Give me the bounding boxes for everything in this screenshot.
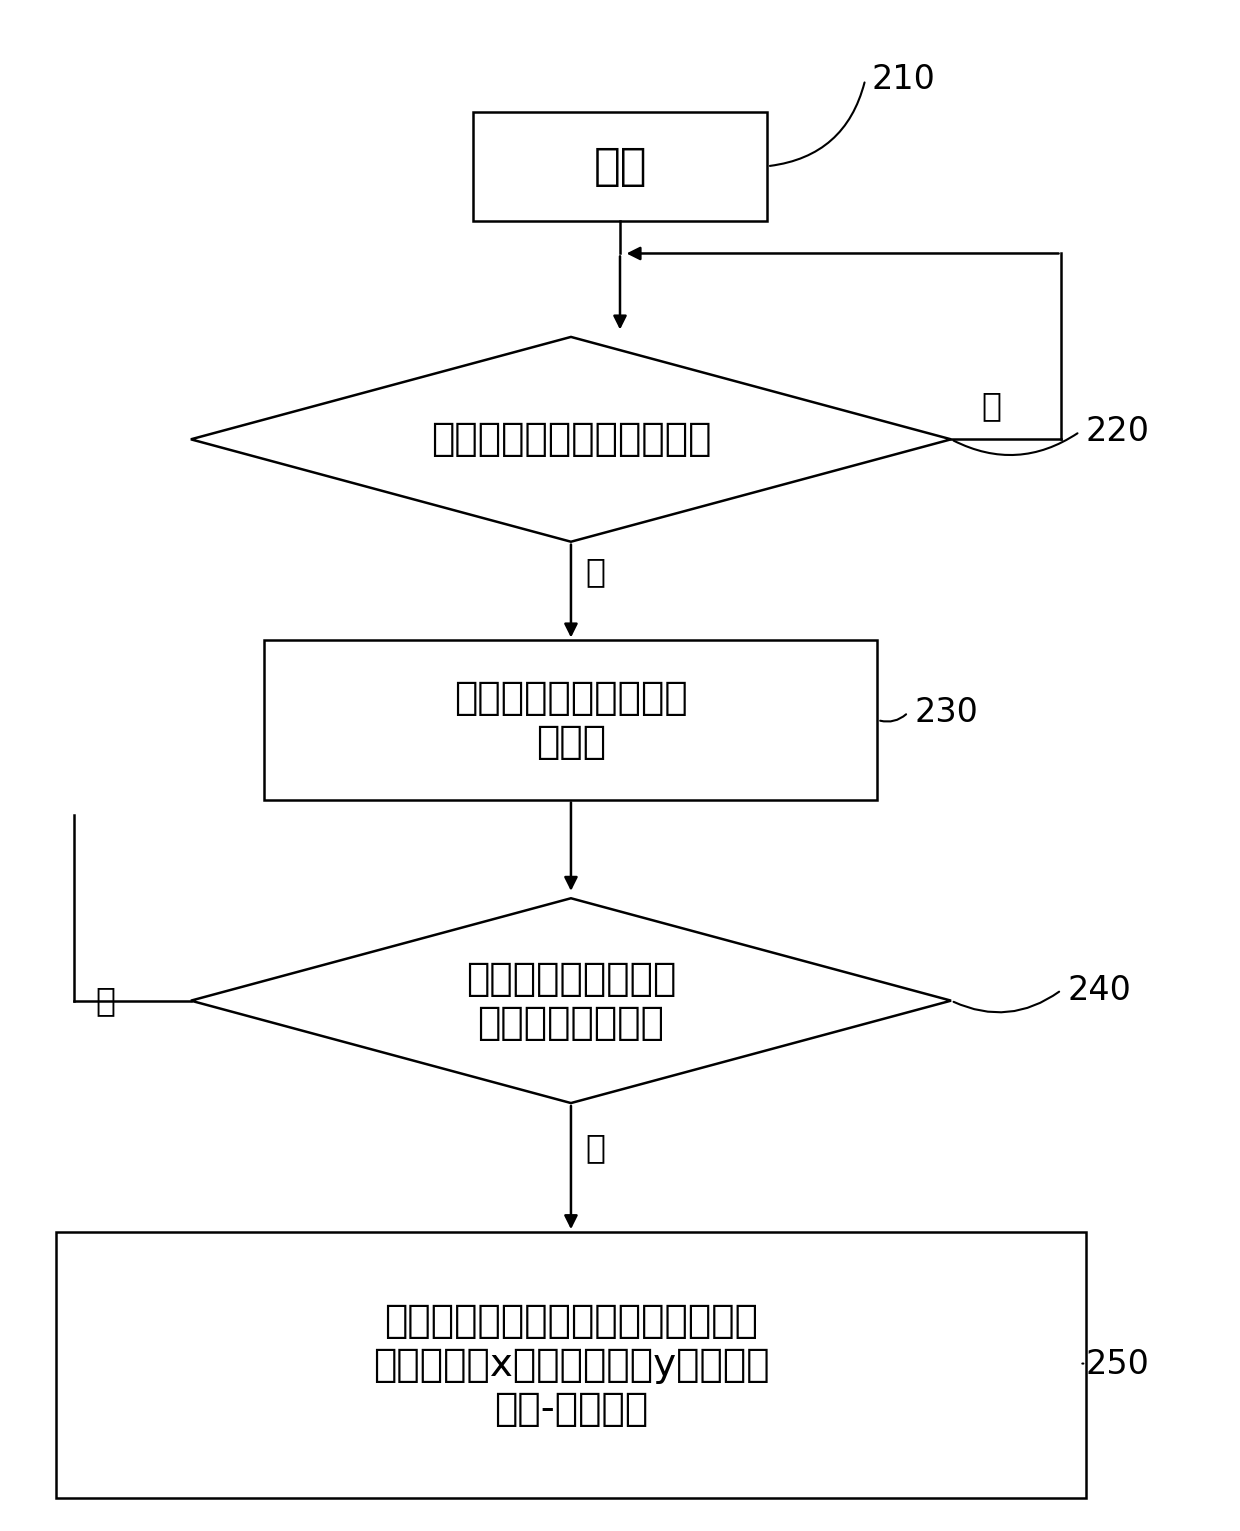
Text: 210: 210 (872, 63, 935, 96)
Text: 是: 是 (585, 1131, 605, 1164)
Bar (56, 1232, 1086, 1497)
Text: 判断投影设备样品机
是否是热平衡状态: 判断投影设备样品机 是否是热平衡状态 (466, 960, 676, 1041)
Text: 否: 否 (95, 984, 115, 1017)
Bar (264, 640, 878, 799)
Text: 开机: 开机 (593, 145, 647, 188)
Text: 220: 220 (1086, 415, 1149, 449)
Bar (472, 112, 768, 220)
Text: 是: 是 (585, 554, 605, 588)
Text: 250: 250 (1086, 1349, 1149, 1381)
Text: 230: 230 (914, 697, 978, 729)
Text: 以投影设备样品机从开机至热平衡状
态的时间为x轴，参数值为y轴，绘制
参数-时间曲线: 以投影设备样品机从开机至热平衡状 态的时间为x轴，参数值为y轴，绘制 参数-时间… (373, 1301, 769, 1428)
Text: 否: 否 (982, 389, 1002, 423)
Polygon shape (191, 337, 951, 542)
Polygon shape (191, 899, 951, 1102)
Text: 240: 240 (1068, 974, 1131, 1006)
Text: 是否达到第一预设时间间隔: 是否达到第一预设时间间隔 (430, 421, 712, 458)
Text: 获取投影设备样品机的
参数值: 获取投影设备样品机的 参数值 (454, 678, 688, 761)
